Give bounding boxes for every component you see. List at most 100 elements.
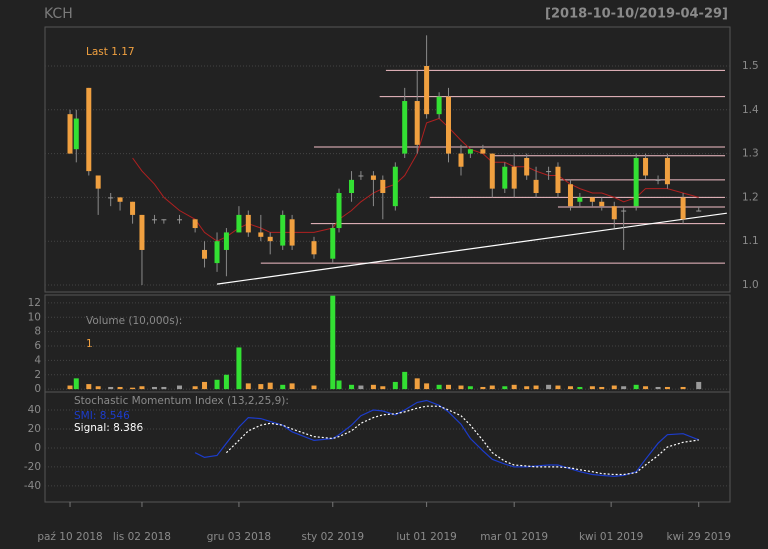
y-tick-label: 1.2 (742, 191, 759, 203)
x-tick-label: lis 02 2018 (113, 531, 171, 543)
volume-bar (467, 386, 473, 390)
candle-body (424, 65, 430, 115)
volume-bar (336, 380, 342, 390)
volume-bar (289, 383, 295, 390)
last-label: Last (86, 46, 108, 58)
volume-bar (567, 386, 573, 390)
volume-bar (267, 382, 273, 390)
candle-body (214, 241, 220, 264)
volume-bar (192, 386, 198, 390)
smi-title: Stochastic Momentum Index (13,2,25,9): (74, 395, 289, 407)
volume-bar (370, 384, 376, 390)
candle-body (258, 232, 264, 237)
volume-bar (402, 371, 408, 390)
volume-bar (161, 386, 167, 390)
volume-bar (480, 386, 486, 390)
indicator-line (194, 399, 699, 478)
volume-bar (546, 384, 552, 390)
volume-bar (117, 386, 123, 390)
volume-bar (533, 385, 539, 390)
candle-body (511, 166, 517, 189)
y-tick-label: 10 (28, 311, 41, 323)
volume-bar (589, 386, 595, 390)
y-tick-label: 1.1 (742, 235, 759, 247)
candle-body (380, 179, 386, 194)
volume-bar (236, 347, 242, 390)
candle-body (245, 214, 251, 233)
candle-body (370, 175, 376, 180)
volume-bar (555, 385, 561, 390)
volume-bar (696, 381, 702, 390)
candle-body (502, 166, 508, 189)
candle-body (280, 214, 286, 246)
y-tick-label: 1.3 (742, 148, 759, 160)
candle-body (202, 249, 208, 259)
last-value: 1.17 (111, 46, 134, 58)
candle-body (555, 166, 561, 194)
candle-body (358, 175, 364, 177)
candle-body (414, 101, 420, 145)
smi-panel (44, 391, 731, 503)
volume-bar (86, 384, 92, 390)
candle-body (533, 179, 539, 194)
candle-body (108, 197, 114, 199)
y-tick-label: 2 (34, 369, 41, 381)
volume-bar (258, 384, 264, 390)
candle-body (643, 157, 649, 176)
volume-bar (664, 386, 670, 390)
volume-bar (349, 384, 355, 390)
volume-bar (611, 385, 617, 390)
volume-bar (502, 386, 508, 390)
candle-body (611, 206, 617, 220)
volume-bar (95, 386, 101, 390)
candle-body (589, 197, 595, 202)
volume-bar (445, 384, 451, 390)
volume-bar (202, 381, 208, 390)
volume-bar (280, 384, 286, 390)
volume-bar (511, 384, 517, 390)
volume-bar (392, 381, 398, 390)
volume-bar (151, 386, 157, 390)
y-tick-label: 4 (34, 354, 41, 366)
volume-bar (358, 385, 364, 390)
date-range: [2018-10-10/2019-04-29] (545, 7, 728, 22)
volume-bar (214, 379, 220, 390)
y-tick-label: 12 (28, 297, 41, 309)
candle-body (161, 219, 167, 221)
candle-body (236, 214, 242, 233)
volume-bar (599, 386, 605, 390)
candle-body (696, 210, 702, 212)
last-price: Last 1.17 (86, 46, 135, 58)
x-tick-label: mar 01 2019 (480, 531, 548, 543)
y-tick-label: 1.0 (742, 279, 759, 291)
volume-title: Volume (10,000s): (86, 315, 182, 327)
candle-body (402, 101, 408, 154)
smi-label: SMI: (74, 410, 96, 422)
y-tick-label: 1.5 (742, 60, 759, 72)
candle-body (546, 171, 552, 173)
signal-label: Signal: (74, 422, 110, 434)
x-tick-label: sty 02 2019 (301, 531, 364, 543)
price-panel (44, 26, 731, 293)
candle-body (117, 197, 123, 202)
smi-last: SMI: 8.546 (74, 410, 130, 422)
candle-body (330, 228, 336, 259)
signal-value: 8.386 (113, 422, 143, 434)
candle-body (289, 219, 295, 246)
candle-body (67, 114, 73, 154)
candle-body (489, 153, 495, 189)
candle-body (349, 179, 355, 194)
candle-body (139, 214, 145, 250)
volume-bar (424, 383, 430, 390)
candle-body (655, 179, 661, 181)
candle-body (86, 87, 92, 172)
volume-bar (380, 386, 386, 390)
candle-body (599, 201, 605, 207)
y-tick-label: -40 (24, 480, 41, 492)
candle-body (130, 201, 136, 215)
smi-value: 8.546 (100, 410, 130, 422)
volume-bar (176, 385, 182, 390)
candle-body (392, 166, 398, 207)
volume-bar (330, 295, 336, 390)
